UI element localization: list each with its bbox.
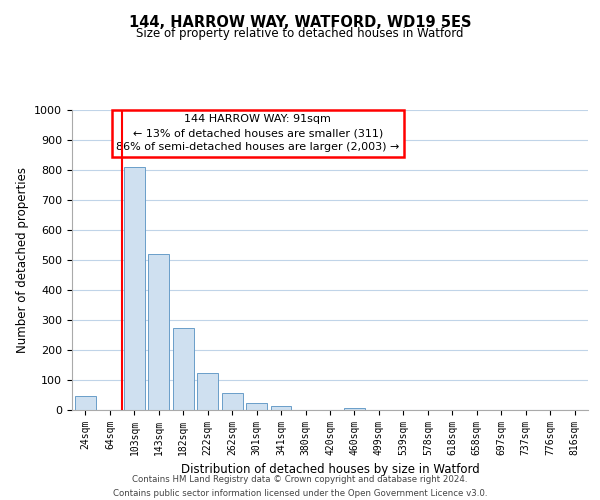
- X-axis label: Distribution of detached houses by size in Watford: Distribution of detached houses by size …: [181, 464, 479, 476]
- Bar: [75, 396, 96, 410]
- Text: Contains HM Land Registry data © Crown copyright and database right 2024.
Contai: Contains HM Land Registry data © Crown c…: [113, 476, 487, 498]
- Text: 144 HARROW WAY: 91sqm
← 13% of detached houses are smaller (311)
86% of semi-det: 144 HARROW WAY: 91sqm ← 13% of detached …: [116, 114, 400, 152]
- Bar: [148, 254, 169, 410]
- Bar: [197, 372, 218, 410]
- Text: 144, HARROW WAY, WATFORD, WD19 5ES: 144, HARROW WAY, WATFORD, WD19 5ES: [129, 15, 471, 30]
- Bar: [246, 404, 267, 410]
- Y-axis label: Number of detached properties: Number of detached properties: [16, 167, 29, 353]
- Bar: [344, 408, 365, 410]
- Text: Size of property relative to detached houses in Watford: Size of property relative to detached ho…: [136, 28, 464, 40]
- Bar: [124, 167, 145, 410]
- Bar: [271, 406, 292, 410]
- Bar: [173, 328, 194, 410]
- Bar: [222, 392, 242, 410]
